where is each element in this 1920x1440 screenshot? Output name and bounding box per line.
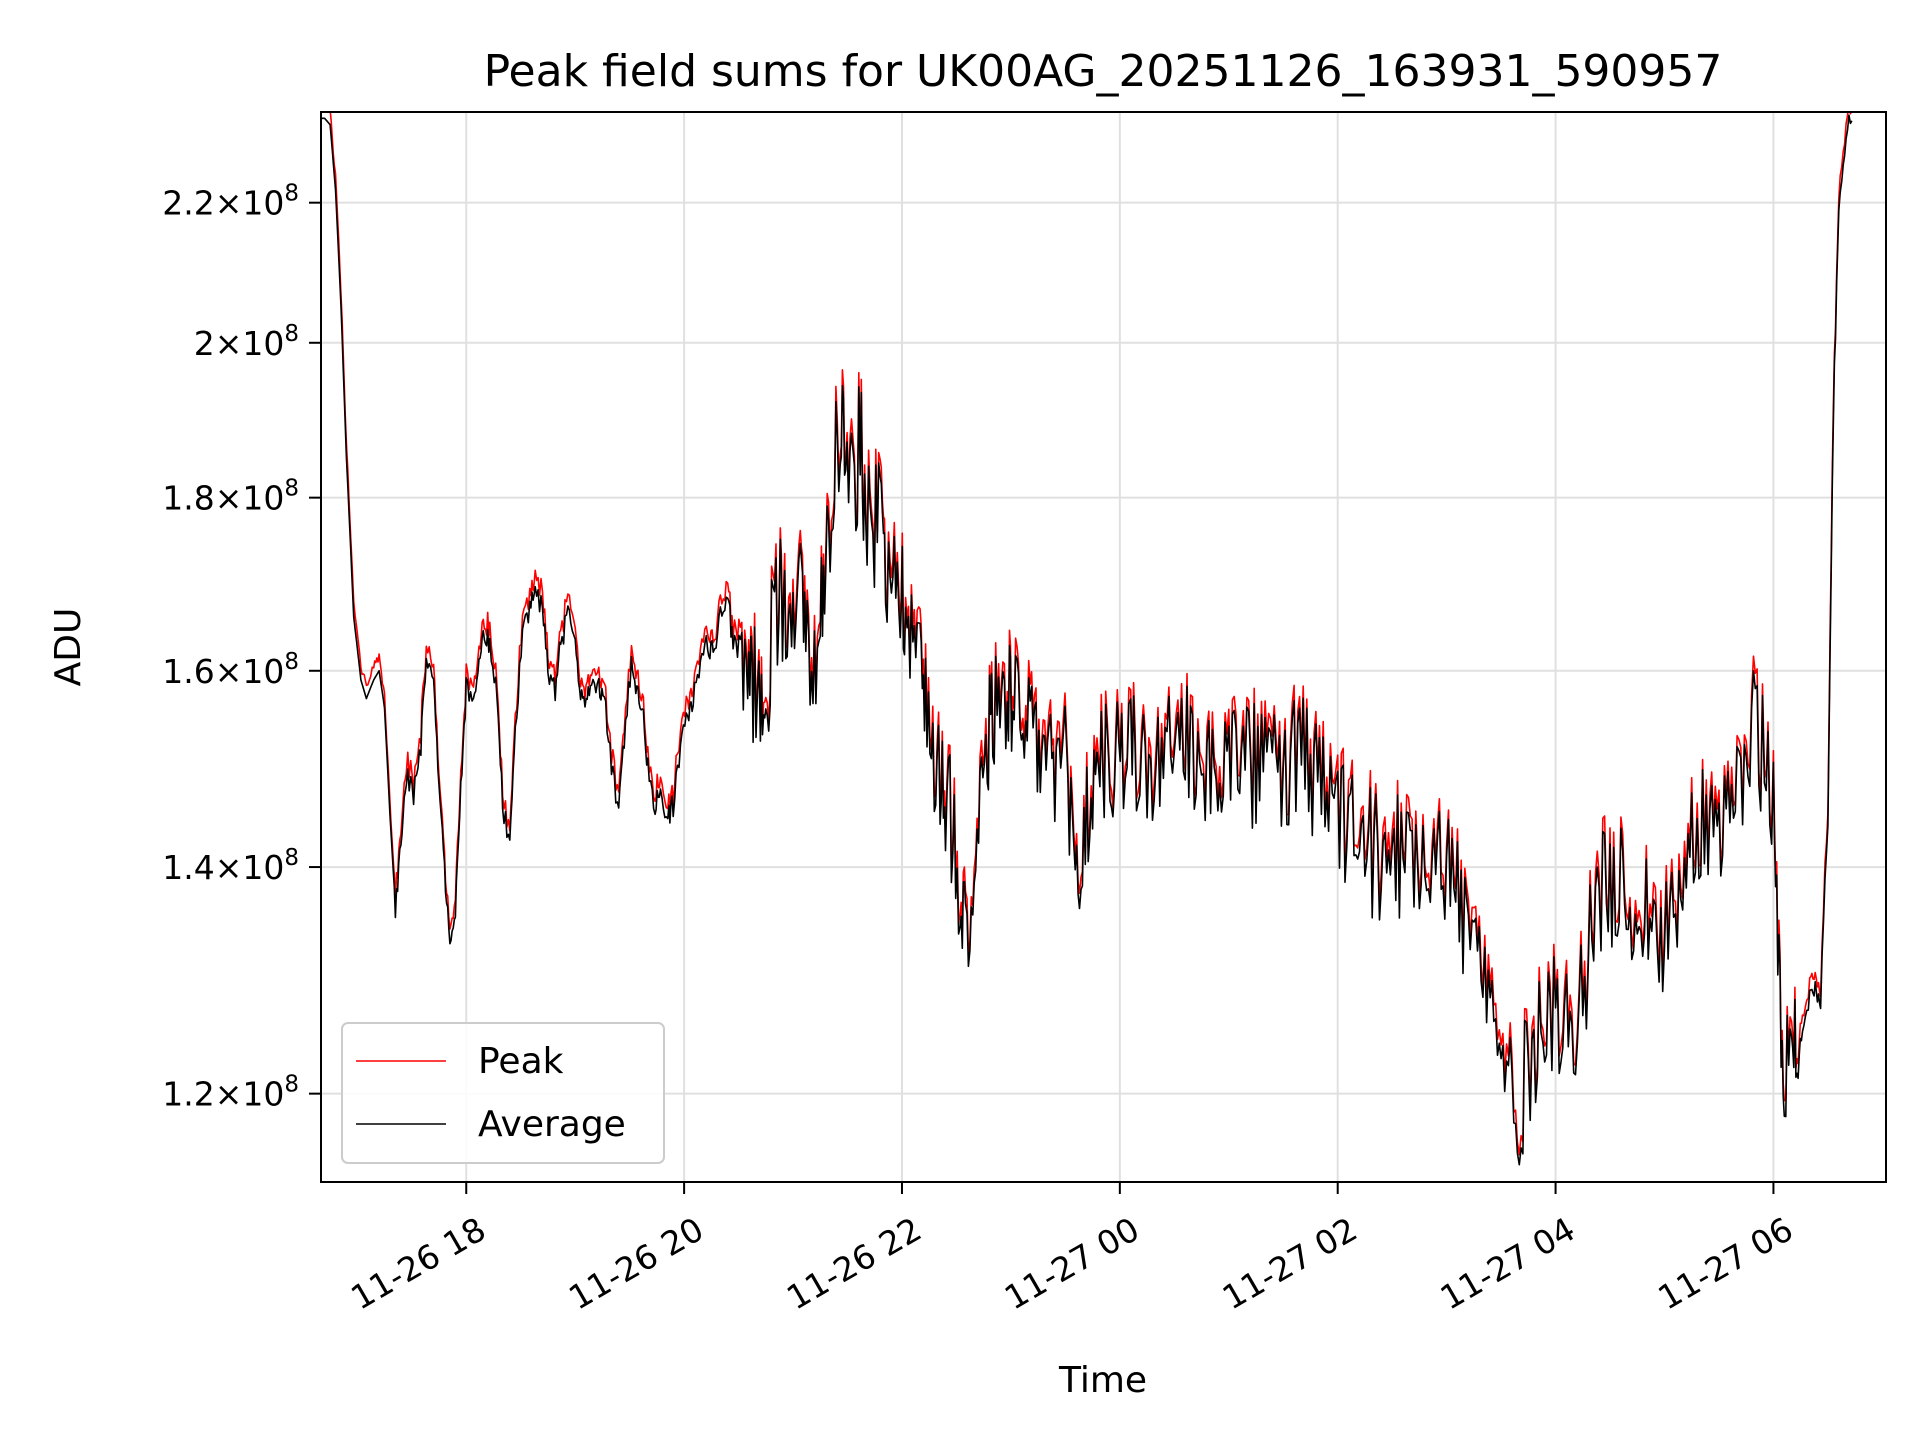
legend-box (341, 1022, 665, 1164)
y-tick-label: 1.2×108 (162, 1072, 299, 1114)
y-tick-label: 2×108 (194, 321, 299, 363)
y-axis-label: ADU (48, 608, 89, 687)
legend: Peak Average (341, 1022, 665, 1164)
y-tick-label: 1.4×108 (162, 845, 299, 887)
average-series-line (321, 114, 1853, 1166)
y-axis: 1.2×108 1.4×108 1.6×108 1.8×108 2×108 2.2×108 (162, 181, 321, 1114)
grid-lines (321, 112, 1886, 1182)
legend-peak-label: Peak (478, 1041, 564, 1082)
y-tick-label: 2.2×108 (162, 181, 299, 223)
x-axis-label: Time (1058, 1360, 1147, 1401)
y-tick-label: 1.8×108 (162, 476, 299, 518)
chart-title: Peak field sums for UK00AG_20251126_1639… (484, 46, 1723, 97)
plot-area (321, 112, 1853, 1166)
y-tick-label: 1.6×108 (162, 649, 299, 691)
legend-average-label: Average (478, 1104, 626, 1145)
plot-frame (320, 111, 1887, 1183)
